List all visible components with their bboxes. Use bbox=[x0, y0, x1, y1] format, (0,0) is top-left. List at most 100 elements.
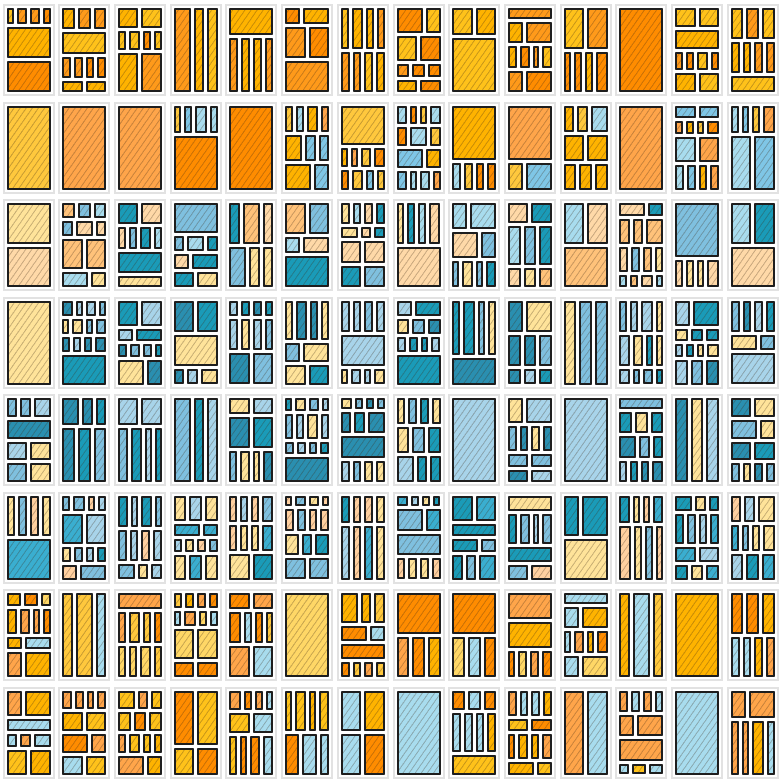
tile bbox=[336, 101, 389, 194]
tile-cell bbox=[587, 631, 595, 653]
tile-cell bbox=[754, 300, 764, 332]
tile bbox=[559, 4, 612, 96]
tile bbox=[225, 491, 278, 584]
tile-cell bbox=[640, 460, 649, 482]
tile-cell bbox=[655, 274, 664, 287]
tile-band bbox=[285, 255, 330, 287]
tile-cell bbox=[452, 300, 460, 355]
tile bbox=[671, 101, 724, 194]
tile-cell bbox=[62, 56, 71, 79]
tile-band bbox=[340, 626, 385, 641]
tile-cell bbox=[340, 8, 349, 49]
tile-cell bbox=[6, 749, 27, 775]
tile bbox=[559, 101, 612, 194]
tile-cell bbox=[763, 105, 775, 133]
tile-cell bbox=[82, 398, 93, 425]
tile-cell bbox=[520, 46, 530, 68]
tile-band bbox=[619, 763, 664, 775]
tile bbox=[503, 589, 556, 681]
tile-cell bbox=[531, 564, 552, 580]
tile-band bbox=[396, 105, 441, 125]
tile-cell bbox=[93, 428, 107, 482]
tile-cell bbox=[6, 8, 14, 24]
tile-cell bbox=[62, 300, 73, 316]
tile-band bbox=[507, 651, 552, 677]
tile-cell bbox=[364, 241, 385, 263]
tile-cell bbox=[675, 164, 684, 190]
tile-cell bbox=[706, 398, 720, 482]
tile-cell bbox=[229, 593, 250, 609]
tile-band bbox=[117, 227, 162, 249]
tile-cell bbox=[675, 495, 693, 511]
tile-cell bbox=[85, 56, 95, 79]
tile-cell bbox=[366, 170, 374, 190]
tile-band bbox=[173, 135, 218, 190]
tile-cell bbox=[563, 655, 579, 677]
tile-band bbox=[285, 300, 330, 340]
tile-cell bbox=[252, 38, 262, 92]
tile-band bbox=[396, 300, 441, 316]
tile bbox=[281, 491, 334, 584]
tile-band bbox=[730, 463, 775, 482]
tile bbox=[726, 491, 779, 584]
tile-band bbox=[173, 554, 218, 580]
tile-band bbox=[340, 460, 385, 482]
tile-cell bbox=[766, 636, 775, 677]
tile-cell bbox=[93, 8, 107, 30]
tile-cell bbox=[117, 53, 139, 92]
tile-cell bbox=[265, 611, 274, 643]
tile-cell bbox=[73, 495, 85, 511]
tile-cell bbox=[730, 42, 740, 74]
tile-cell bbox=[563, 8, 585, 49]
tile-cell bbox=[85, 546, 95, 562]
tile-cell bbox=[396, 509, 423, 531]
tile-cell bbox=[619, 436, 637, 458]
tile-band bbox=[62, 239, 107, 269]
tile-cell bbox=[507, 734, 516, 759]
tile-cell bbox=[62, 81, 83, 92]
tile-band bbox=[285, 203, 330, 235]
tile-band bbox=[6, 26, 51, 58]
tile-band bbox=[340, 300, 385, 332]
tile-band bbox=[229, 105, 274, 190]
tile-cell bbox=[20, 398, 31, 417]
tile-cell bbox=[6, 463, 27, 482]
tile-cell bbox=[85, 318, 93, 334]
tile-cell bbox=[197, 539, 206, 552]
tile-cell bbox=[321, 413, 330, 439]
tile bbox=[671, 199, 724, 291]
tile-cell bbox=[675, 260, 683, 287]
tile-band bbox=[507, 718, 552, 731]
tile-cell bbox=[374, 593, 385, 623]
tile-band bbox=[507, 334, 552, 366]
tile-cell bbox=[644, 525, 653, 580]
tile-cell bbox=[351, 8, 364, 49]
tile-band bbox=[619, 398, 664, 409]
tile-band bbox=[730, 135, 775, 190]
tile-cell bbox=[531, 718, 552, 731]
tile-cell bbox=[131, 495, 139, 527]
tile-band bbox=[117, 712, 162, 731]
tile-band bbox=[396, 336, 441, 352]
tile bbox=[503, 199, 556, 291]
tile bbox=[225, 4, 278, 96]
tile-cell bbox=[229, 398, 250, 414]
tile-cell bbox=[412, 427, 425, 453]
tile bbox=[169, 101, 222, 194]
tile-cell bbox=[730, 636, 740, 677]
tile bbox=[281, 686, 334, 779]
tile bbox=[448, 101, 501, 194]
tile bbox=[392, 491, 445, 584]
tile-cell bbox=[308, 495, 319, 507]
tile-cell bbox=[754, 135, 775, 190]
tile-cell bbox=[730, 690, 746, 718]
tile-cell bbox=[241, 319, 250, 351]
tile-cell bbox=[369, 626, 385, 641]
tile-cell bbox=[531, 690, 541, 716]
tile-cell bbox=[285, 533, 300, 556]
tile-cell bbox=[762, 553, 775, 580]
tile-cell bbox=[420, 36, 441, 61]
tile-band bbox=[675, 513, 720, 544]
tile-band bbox=[6, 734, 51, 747]
tile-band bbox=[6, 593, 51, 606]
